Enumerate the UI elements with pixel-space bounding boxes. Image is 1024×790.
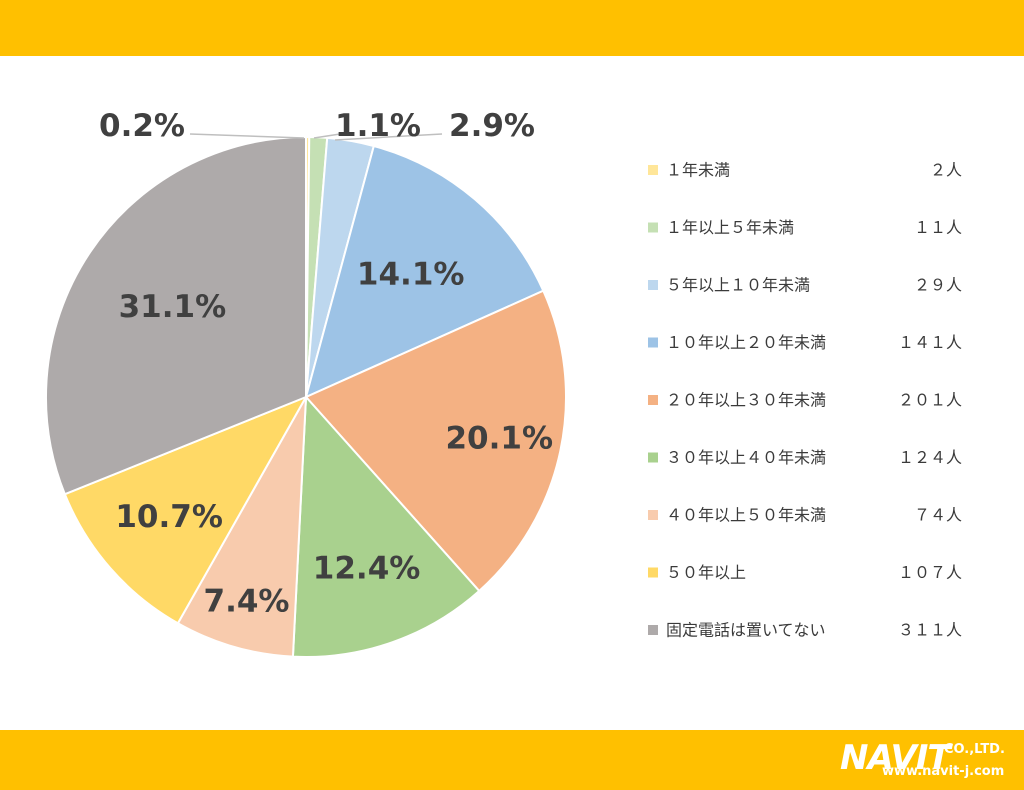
legend-count: １１人	[914, 218, 962, 237]
pie-slice-4	[304, 289, 567, 593]
legend-item: １年未満 ２人	[648, 161, 962, 180]
percent-label-5: 12.4%	[313, 551, 421, 587]
legend-item: ５０年以上 １０７人	[648, 563, 962, 582]
pie-slice-3	[304, 144, 545, 399]
leader-lines	[189, 133, 443, 141]
leader-line-0	[189, 133, 305, 139]
leader-line-2	[334, 133, 443, 141]
legend-label: １０年以上２０年未満	[666, 333, 826, 352]
leader-line-1	[313, 133, 341, 139]
legend-label: ５年以上１０年未満	[666, 276, 810, 295]
logo-mark: NAVIT	[840, 738, 951, 778]
legend-label: １年未満	[666, 161, 730, 180]
bottom-band	[0, 730, 1024, 790]
legend-count: １０７人	[898, 563, 962, 582]
percent-label-7: 10.7%	[115, 499, 223, 535]
legend-item: ３０年以上４０年未満 １２４人	[648, 448, 962, 467]
top-band	[0, 0, 1024, 56]
legend-item: ５年以上１０年未満 ２９人	[648, 276, 962, 295]
legend-count: ２９人	[914, 276, 962, 295]
legend-swatch	[648, 337, 658, 348]
percent-label-3: 14.1%	[357, 256, 465, 292]
legend-count: ３１１人	[898, 621, 962, 640]
legend-swatch	[648, 280, 658, 290]
legend-item: ４０年以上５０年未満 ７４人	[648, 506, 962, 525]
legend-count: ７４人	[914, 506, 962, 525]
pie-slice-7	[63, 395, 309, 625]
logo-company-suffix: CO.,LTD.	[944, 742, 1005, 757]
legend-label: ４０年以上５０年未満	[666, 506, 826, 525]
legend-count: １２４人	[898, 448, 962, 467]
pie-slice-8	[45, 135, 307, 496]
percent-label-2: 2.9%	[449, 108, 535, 144]
percent-label-1: 1.1%	[335, 108, 421, 144]
legend-label: １年以上５年未満	[666, 218, 794, 237]
legend-swatch	[648, 395, 658, 405]
percent-label-4: 20.1%	[445, 420, 553, 456]
legend-item: ２０年以上３０年未満 ２０１人	[648, 391, 962, 410]
percent-labels: 0.2% 1.1% 2.9% 14.1% 20.1% 12.4% 7.4% 10.7% 31.1…	[99, 108, 553, 620]
legend-label: ３０年以上４０年未満	[666, 448, 826, 467]
legend-item: 固定電話は置いてない ３１１人	[648, 621, 962, 640]
legend-item: １年以上５年未満 １１人	[648, 218, 962, 237]
logo-url: www.navit-j.com	[882, 764, 1005, 779]
legend-count: １４１人	[898, 333, 962, 352]
pie-slice-6	[176, 396, 307, 658]
legend-swatch	[648, 510, 658, 520]
legend-swatch	[648, 165, 658, 175]
percent-label-6: 7.4%	[204, 584, 290, 620]
legend-swatch	[648, 452, 658, 463]
legend-swatch	[648, 222, 658, 233]
pie-slices	[45, 135, 567, 658]
percent-label-8: 31.1%	[119, 289, 227, 325]
pie-chart: 0.2% 1.1% 2.9% 14.1% 20.1% 12.4% 7.4% 10.7% 31.1…	[45, 108, 962, 658]
pie-slice-5	[291, 394, 481, 658]
legend-count: ２人	[930, 161, 962, 180]
navit-logo: NAVIT CO.,LTD. www.navit-j.com	[840, 738, 1016, 784]
legend-swatch	[648, 567, 658, 578]
percent-label-0: 0.2%	[99, 108, 185, 144]
legend-label: ２０年以上３０年未満	[666, 391, 826, 410]
legend-swatch	[648, 625, 658, 635]
legend-label: 固定電話は置いてない	[666, 621, 826, 640]
legend-count: ２０１人	[898, 391, 962, 410]
legend-label: ５０年以上	[666, 563, 746, 582]
legend-item: １０年以上２０年未満 １４１人	[648, 333, 962, 352]
